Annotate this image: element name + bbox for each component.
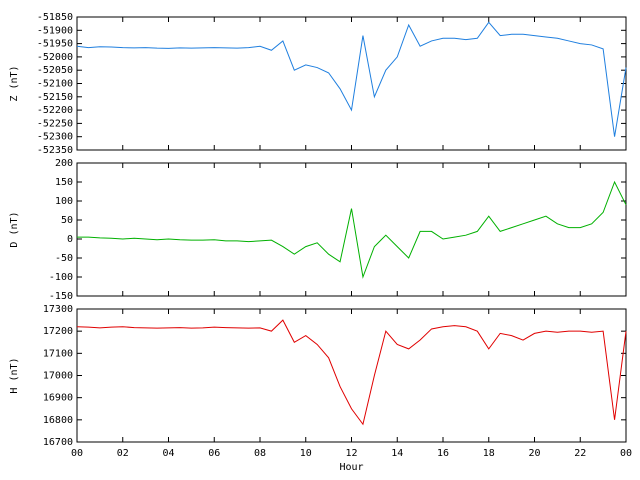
x-tick-label: 04 — [162, 448, 174, 459]
y-tick-label: 17000 — [43, 371, 73, 382]
x-tick-label: 10 — [300, 448, 312, 459]
x-tick-label: 20 — [528, 448, 540, 459]
y-tick-label: 150 — [55, 177, 73, 188]
y-tick-label: -52200 — [37, 105, 73, 116]
y-tick-label: 17200 — [43, 326, 73, 337]
y-tick-label: -52100 — [37, 79, 73, 90]
y-tick-label: -50 — [55, 253, 73, 264]
y-tick-label: -150 — [49, 291, 73, 302]
x-tick-label: 08 — [254, 448, 266, 459]
y-tick-label: 50 — [61, 215, 73, 226]
data-line — [76, 319, 627, 426]
y-tick-label: 16700 — [43, 437, 73, 448]
y-tick-label: -100 — [49, 272, 73, 283]
y-tick-label: -52250 — [37, 118, 73, 129]
x-tick-label: 16 — [437, 448, 449, 459]
y-tick-label: -52150 — [37, 92, 73, 103]
plot-frame — [76, 162, 627, 297]
plot-frame — [76, 308, 627, 443]
y-axis-label: Z (nT) — [9, 65, 20, 101]
y-tick-label: 17300 — [43, 304, 73, 315]
x-tick-label: 02 — [117, 448, 129, 459]
y-tick-label: -51950 — [37, 39, 73, 50]
data-line — [76, 21, 627, 137]
y-tick-label: -52350 — [37, 145, 73, 156]
y-tick-label: -52300 — [37, 132, 73, 143]
x-tick-label: 18 — [483, 448, 495, 459]
y-tick-label: -52000 — [37, 52, 73, 63]
x-tick-label: 22 — [574, 448, 586, 459]
y-tick-label: 16800 — [43, 415, 73, 426]
data-line — [77, 180, 627, 279]
y-tick-label: 17100 — [43, 348, 73, 359]
x-tick-label: 12 — [345, 448, 357, 459]
x-axis-label: Hour — [339, 462, 363, 473]
y-tick-label: -51850 — [37, 12, 73, 23]
y-tick-label: -52050 — [37, 65, 73, 76]
x-tick-label: 06 — [208, 448, 220, 459]
x-tick-label: 00 — [71, 448, 83, 459]
x-tick-label: 00 — [620, 448, 632, 459]
y-tick-label: 16900 — [43, 393, 73, 404]
x-tick-label: 14 — [391, 448, 403, 459]
y-tick-label: 200 — [55, 158, 73, 169]
y-tick-label: -51900 — [37, 25, 73, 36]
y-tick-label: 0 — [67, 234, 73, 245]
y-tick-label: 100 — [55, 196, 73, 207]
y-axis-label: D (nT) — [9, 211, 20, 247]
y-axis-label: H (nT) — [9, 357, 20, 393]
